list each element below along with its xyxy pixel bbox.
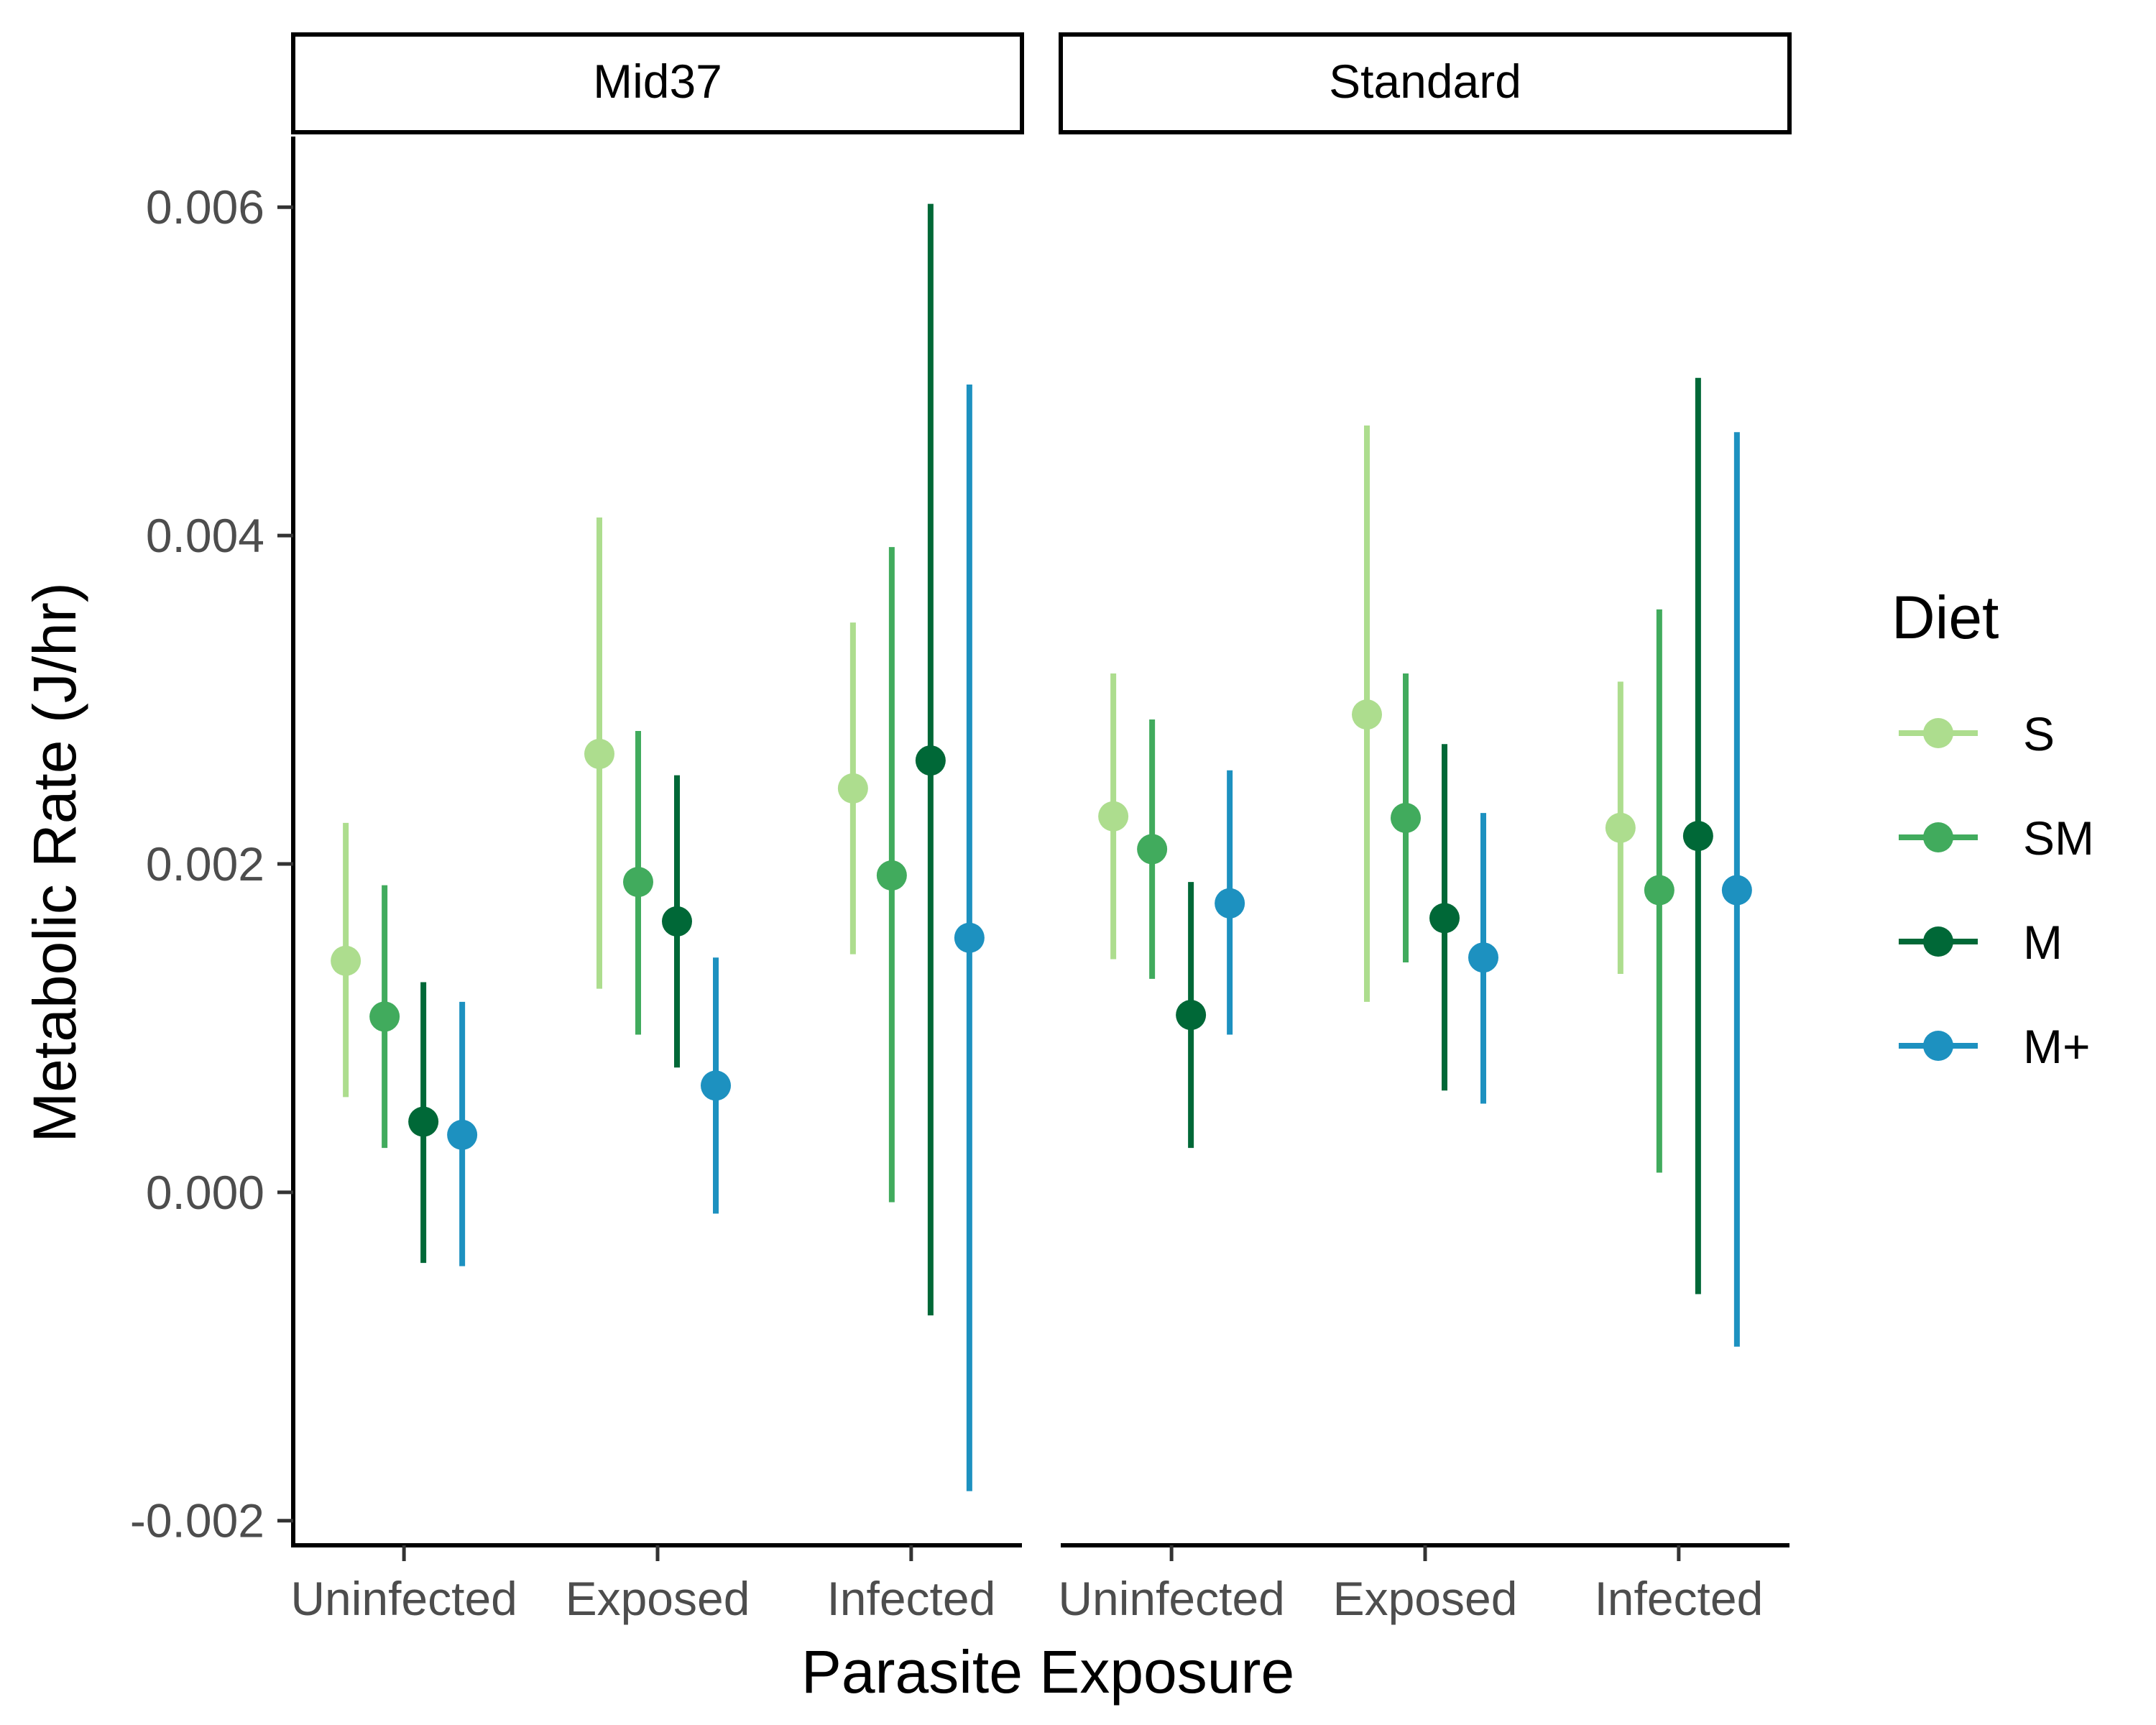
- legend-label: S: [2023, 707, 2055, 760]
- data-point: [447, 1119, 478, 1150]
- data-point: [837, 773, 868, 804]
- facet-label: Mid37: [593, 55, 722, 108]
- data-point: [1721, 875, 1752, 906]
- legend-key-point: [1923, 822, 1953, 852]
- x-tick-label: Uninfected: [1058, 1572, 1285, 1625]
- legend-key-point: [1923, 1031, 1953, 1061]
- legend-label: M+: [2023, 1020, 2091, 1073]
- legend-label: SM: [2023, 811, 2094, 865]
- data-point: [1176, 1000, 1207, 1031]
- data-point: [1137, 834, 1168, 865]
- facet-strip-standard: [1059, 32, 1792, 134]
- data-point: [1215, 888, 1245, 919]
- data-point: [1682, 821, 1713, 852]
- y-tick-label: -0.002: [130, 1494, 264, 1547]
- data-point: [584, 738, 614, 769]
- legend-key-point: [1923, 718, 1953, 748]
- legend-item: S: [1899, 707, 2055, 760]
- x-tick-label: Exposed: [1333, 1572, 1518, 1625]
- legend-label: M: [2023, 916, 2063, 969]
- data-point: [408, 1106, 439, 1137]
- facet-label: Standard: [1329, 55, 1521, 108]
- y-axis: -0.002 0.000 0.002 0.004 0.006: [130, 137, 295, 1547]
- data-point: [1429, 903, 1460, 934]
- data-point: [369, 1001, 400, 1032]
- x-tick-label: Uninfected: [290, 1572, 517, 1625]
- legend-key-point: [1923, 926, 1953, 957]
- data-point: [1644, 875, 1674, 906]
- x-tick-label: Infected: [826, 1572, 995, 1625]
- data-point: [954, 922, 985, 953]
- legend-item: M+: [1899, 1020, 2091, 1073]
- data-point: [876, 860, 907, 891]
- facet-panels: Mid37 Uninfected Exposed Infected Standard Un…: [290, 32, 1792, 1625]
- data-point: [1391, 803, 1421, 834]
- data-point: [331, 945, 361, 976]
- x-tick-label: Exposed: [566, 1572, 750, 1625]
- y-tick-label: 0.004: [146, 509, 264, 562]
- x-axis-title: Parasite Exposure: [801, 1638, 1294, 1706]
- legend-item: M: [1899, 916, 2063, 969]
- data-point: [701, 1070, 731, 1101]
- chart-marks: [331, 203, 1752, 1491]
- y-tick-label: 0.000: [146, 1166, 264, 1219]
- data-point: [915, 745, 946, 776]
- data-point: [1352, 699, 1382, 730]
- y-axis-title: Metabolic Rate (J/hr): [21, 582, 88, 1143]
- legend: Diet S SM M M+: [1892, 584, 2094, 1073]
- x-tick-label: Infected: [1594, 1572, 1763, 1625]
- data-point: [623, 867, 653, 898]
- data-point: [1098, 801, 1129, 832]
- data-point: [662, 906, 692, 937]
- y-tick-label: 0.002: [146, 837, 264, 891]
- legend-title: Diet: [1892, 584, 1999, 651]
- legend-item: SM: [1899, 811, 2094, 865]
- y-tick-label: 0.006: [146, 180, 264, 234]
- data-point: [1468, 942, 1498, 973]
- facet-strip-mid37: [291, 32, 1024, 134]
- data-point: [1605, 812, 1636, 843]
